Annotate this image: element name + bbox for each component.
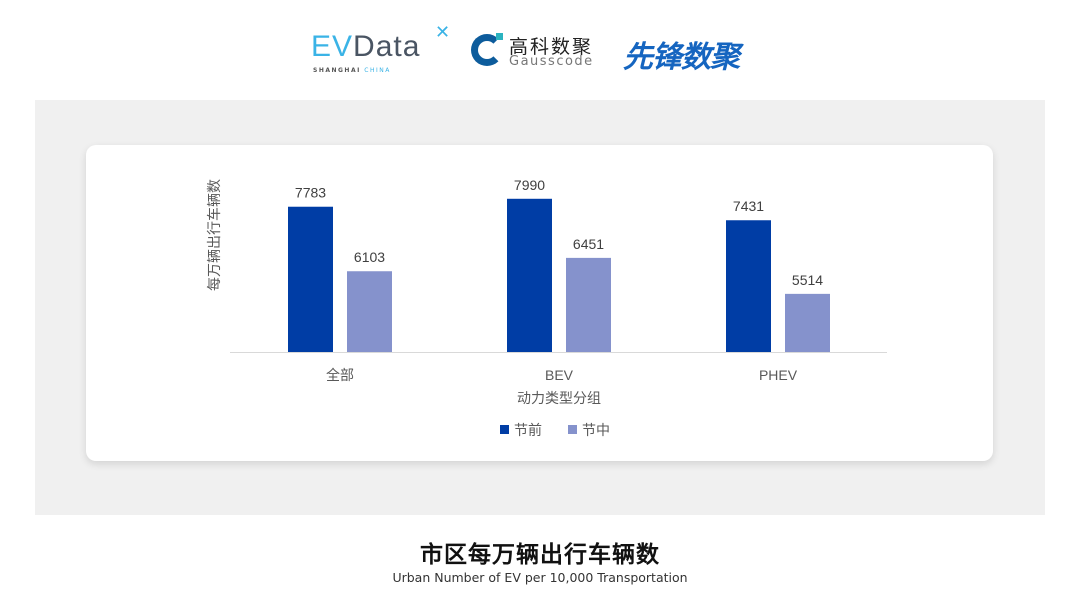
- page-title: 市区每万辆出行车辆数: [420, 542, 660, 568]
- x-tick-label: BEV: [545, 367, 574, 383]
- x-tick-label: PHEV: [759, 367, 798, 383]
- x-axis-title: 动力类型分组: [517, 390, 601, 406]
- page-subtitle: Urban Number of EV per 10,000 Transporta…: [392, 570, 688, 585]
- bar-2-BEV: [566, 257, 611, 352]
- bar-chart: 7783 7990 7431 6103 6451 5514 全部 BEV PHEV 动力类型分组 每…: [206, 177, 887, 438]
- gausscode-logo-cn: 高科数聚: [509, 36, 594, 58]
- data-label: 5514: [792, 272, 823, 288]
- gausscode-logo-mark-icon: [471, 34, 503, 66]
- y-axis-title: 每万辆出行车辆数: [206, 179, 222, 291]
- data-label: 7783: [295, 185, 326, 201]
- bar-1-全部: [288, 206, 333, 352]
- bar-1-BEV: [507, 198, 552, 352]
- legend-label: 节前: [514, 422, 542, 438]
- data-label: 7990: [514, 177, 545, 193]
- logo-bar: EVData ✕ SHANGHAI CHINA 高科数聚 Gausscode 先锋…: [0, 22, 1080, 76]
- bar-2-全部: [347, 271, 392, 352]
- bar-2-PHEV: [785, 293, 830, 352]
- data-label: 6103: [354, 249, 385, 265]
- xianfeng-logo: 先锋数聚: [623, 40, 740, 75]
- gausscode-logo-en: Gausscode: [509, 54, 594, 69]
- bar-1-PHEV: [726, 220, 771, 352]
- legend-swatch: [568, 425, 577, 434]
- x-tick-label: 全部: [326, 367, 354, 383]
- evdata-logo: EVData ✕: [311, 22, 452, 63]
- data-label: 6451: [573, 236, 604, 252]
- chart-card: 7783 7990 7431 6103 6451 5514 全部 BEV PHEV 动力类型分组 每…: [86, 145, 993, 461]
- legend-swatch: [500, 425, 509, 434]
- evdata-logo-sub: SHANGHAI CHINA: [313, 67, 391, 74]
- data-label: 7431: [733, 198, 764, 214]
- gausscode-logo-square-icon: [496, 33, 503, 40]
- legend-label: 节中: [582, 422, 610, 438]
